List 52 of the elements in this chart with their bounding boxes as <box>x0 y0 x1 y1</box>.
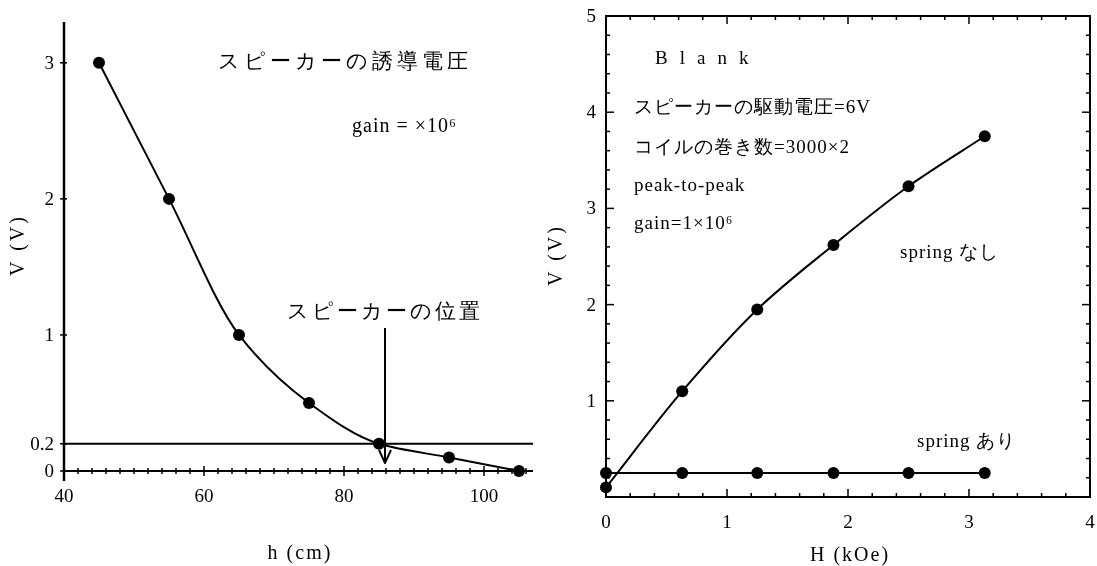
point <box>600 466 612 479</box>
point <box>443 451 455 464</box>
x-tick-label: 100 <box>469 485 499 506</box>
x-tick-label: 1 <box>722 511 732 532</box>
y-tick-label: 0 <box>44 460 54 481</box>
point <box>513 465 525 477</box>
annotation: コイルの巻き数=3000×2 <box>634 136 850 157</box>
point <box>303 396 315 409</box>
y-tick-label: 0.2 <box>30 432 54 454</box>
annotation: スピーカーの誘導電圧 <box>218 49 472 73</box>
annotation: Blank <box>655 47 761 68</box>
annotation: スピーカーの駆動電圧=6V <box>634 96 871 117</box>
x-tick-label: 3 <box>964 511 974 532</box>
point <box>676 466 689 479</box>
y-axis-title: V (V) <box>6 214 29 276</box>
y-tick-label: 1 <box>44 323 54 345</box>
y-axis-title: V (V) <box>544 224 567 286</box>
x-tick-label: 4 <box>1085 511 1096 532</box>
y-tick-label: 4 <box>586 101 597 123</box>
x-tick-label: 2 <box>843 511 853 532</box>
y-tick-label: 3 <box>44 51 54 73</box>
point <box>93 56 105 69</box>
point <box>902 180 915 193</box>
annotation: gain = ×10⁶ <box>352 114 457 137</box>
annotation: スピーカーの位置 <box>287 299 483 323</box>
y-tick-label: 5 <box>586 5 596 26</box>
point <box>978 130 991 143</box>
point <box>751 466 764 479</box>
x-tick-label: 0 <box>601 511 611 532</box>
x-tick-label: 80 <box>334 485 354 506</box>
annotation: gain=1×10⁶ <box>634 212 734 233</box>
annotation: peak-to-peak <box>634 174 746 195</box>
point <box>827 466 840 479</box>
point <box>978 466 991 479</box>
point <box>600 481 612 494</box>
series-label: spring あり <box>917 430 1017 451</box>
y-tick-label: 2 <box>44 187 54 209</box>
y-tick-label: 1 <box>586 389 596 411</box>
text: spring なし <box>900 241 1000 262</box>
point <box>827 238 840 251</box>
x-tick-label: 60 <box>194 485 214 506</box>
point <box>902 466 915 479</box>
point <box>751 303 764 316</box>
point <box>676 385 689 398</box>
point <box>233 328 245 341</box>
x-tick-label: 40 <box>54 485 74 506</box>
x-axis-title: h (cm) <box>267 541 333 564</box>
x-axis-title: H (kOe) <box>809 543 891 566</box>
point <box>373 437 385 450</box>
point <box>163 192 175 205</box>
y-tick-label: 2 <box>586 293 596 315</box>
y-tick-label: 3 <box>586 197 596 219</box>
